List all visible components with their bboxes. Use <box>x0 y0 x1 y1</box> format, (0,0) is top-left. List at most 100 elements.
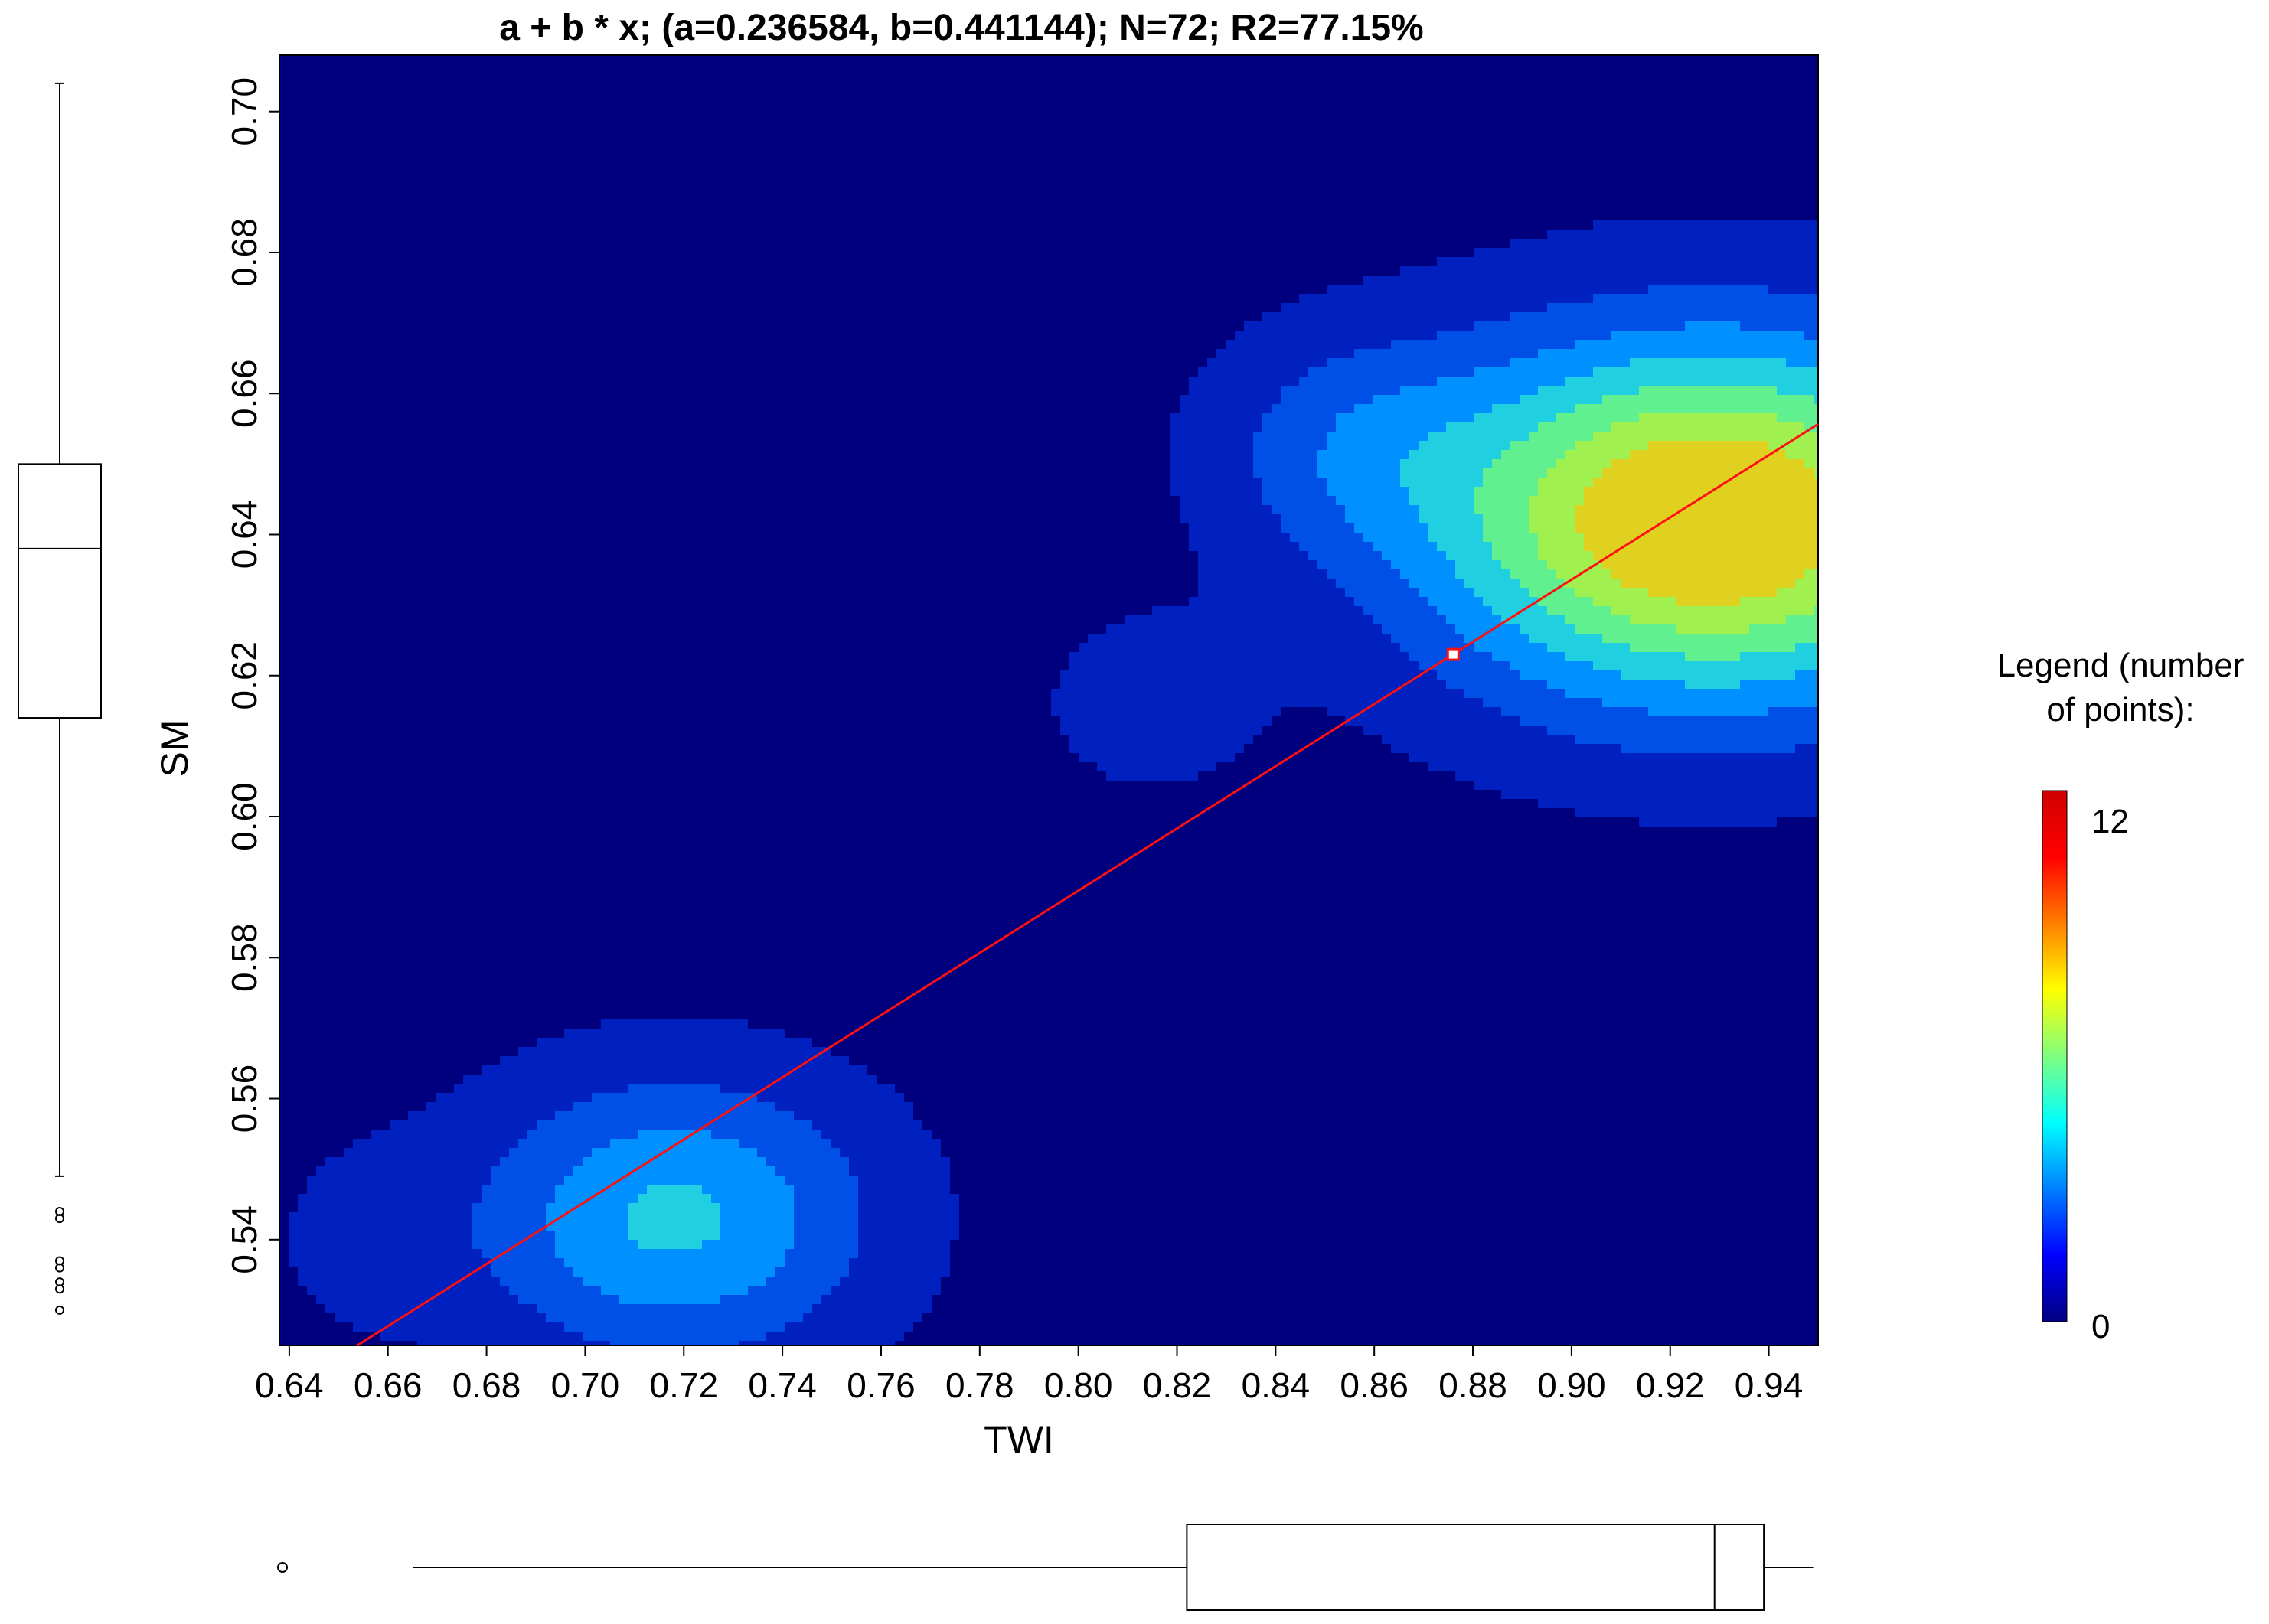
density-cell <box>279 276 1364 285</box>
density-cell <box>628 1221 721 1231</box>
density-cell <box>1474 643 1548 653</box>
density-cell <box>279 588 1199 598</box>
density-cell <box>1336 413 1474 423</box>
density-cell <box>583 1332 767 1342</box>
density-cell <box>794 1194 859 1204</box>
density-cell <box>289 1240 473 1250</box>
density-cell <box>1060 670 1438 680</box>
density-cell <box>1391 744 1621 754</box>
x-axis-ticks: 0.64 0.66 0.68 0.70 0.72 0.74 0.76 0.78 0.80 0.82… <box>255 1345 1803 1405</box>
density-cell <box>775 1166 850 1176</box>
density-cell <box>289 1221 473 1231</box>
density-cell <box>279 285 1327 295</box>
density-cell <box>279 716 1061 726</box>
density-cell <box>1501 790 1819 800</box>
density-cell <box>279 110 1819 120</box>
density-cell <box>748 1019 1819 1029</box>
density-cell <box>1299 294 1594 304</box>
density-cell <box>1630 358 1787 368</box>
density-cell <box>555 1111 795 1121</box>
density-cell <box>279 1056 501 1066</box>
density-cell <box>1565 579 1621 589</box>
legend-title-line2: of points): <box>2046 691 2194 729</box>
density-cell <box>1382 624 1456 634</box>
density-cell <box>279 909 1819 919</box>
density-cell <box>1538 478 1594 488</box>
density-cell <box>913 1102 1819 1112</box>
density-cell <box>739 1139 831 1149</box>
density-cell <box>720 1203 795 1213</box>
density-cell <box>279 358 1208 368</box>
density-cell <box>1474 505 1530 515</box>
legend-min-label: 0 <box>2091 1308 2110 1345</box>
density-cell <box>316 1166 491 1176</box>
density-cell <box>454 1084 629 1094</box>
density-cell <box>1768 441 1819 451</box>
density-cell <box>279 1221 289 1231</box>
density-cell <box>279 670 1061 680</box>
density-cell <box>1630 615 1787 625</box>
density-cell <box>1474 367 1594 377</box>
density-cell <box>1529 432 1594 442</box>
density-cell <box>785 1322 914 1332</box>
density-cell <box>1575 735 1819 745</box>
density-cell <box>932 1130 1819 1140</box>
density-cell <box>279 643 1079 653</box>
density-cell <box>279 615 1125 625</box>
density-cell <box>482 1194 556 1204</box>
density-cell <box>1639 817 1778 827</box>
density-cell <box>279 1084 455 1094</box>
density-cell <box>775 1267 850 1277</box>
density-cell <box>279 1001 1819 1011</box>
density-cell <box>555 1185 648 1195</box>
density-cell <box>950 1267 1819 1277</box>
density-cell <box>537 1120 813 1130</box>
density-cell <box>279 1157 326 1167</box>
density-cell <box>821 1130 932 1140</box>
x-tick-label: 0.64 <box>255 1365 324 1405</box>
density-cell <box>1520 624 1575 634</box>
density-cell <box>279 808 1575 818</box>
density-cell <box>371 1130 528 1140</box>
density-cell <box>289 1231 473 1241</box>
density-cell <box>1327 285 1649 295</box>
density-cell <box>279 1240 289 1250</box>
density-cell <box>482 1065 868 1075</box>
density-cell <box>1189 597 1355 607</box>
density-cell <box>279 1010 1819 1020</box>
chart-title: a + b * x; (a=0.236584, b=0.441144); N=7… <box>499 8 1423 48</box>
density-cell <box>1253 459 1318 469</box>
density-cell <box>1106 771 1199 781</box>
density-cell <box>1198 551 1309 561</box>
density-cell <box>1262 487 1327 497</box>
density-cell <box>1520 670 1621 680</box>
density-cell <box>1446 680 1548 690</box>
density-cell <box>537 1304 813 1314</box>
density-cell <box>1538 542 1585 552</box>
density-cell <box>1474 413 1557 423</box>
density-cell <box>1547 643 1631 653</box>
density-cell <box>1437 670 1520 680</box>
density-cell <box>555 1194 638 1204</box>
density-cell <box>959 1212 1819 1222</box>
density-cell <box>279 882 1819 892</box>
density-cell <box>858 1185 951 1195</box>
density-cell <box>1419 588 1474 598</box>
density-cell <box>279 726 1061 735</box>
density-cell <box>1538 597 1594 607</box>
density-cell <box>279 1176 308 1185</box>
density-cell <box>1538 533 1585 543</box>
density-cell <box>279 138 1819 148</box>
density-cell <box>1611 422 1805 432</box>
density-cell <box>1630 450 1787 460</box>
density-cell <box>279 661 1070 671</box>
density-cell <box>950 1166 1819 1176</box>
density-cell <box>279 83 1819 93</box>
density-cell <box>922 1313 1819 1323</box>
x-boxplot-box <box>1186 1524 1765 1611</box>
density-cell <box>279 312 1263 322</box>
density-cell <box>1170 487 1263 497</box>
density-cell <box>518 1139 611 1149</box>
density-cell <box>1253 450 1318 460</box>
density-cell <box>950 1240 1819 1250</box>
